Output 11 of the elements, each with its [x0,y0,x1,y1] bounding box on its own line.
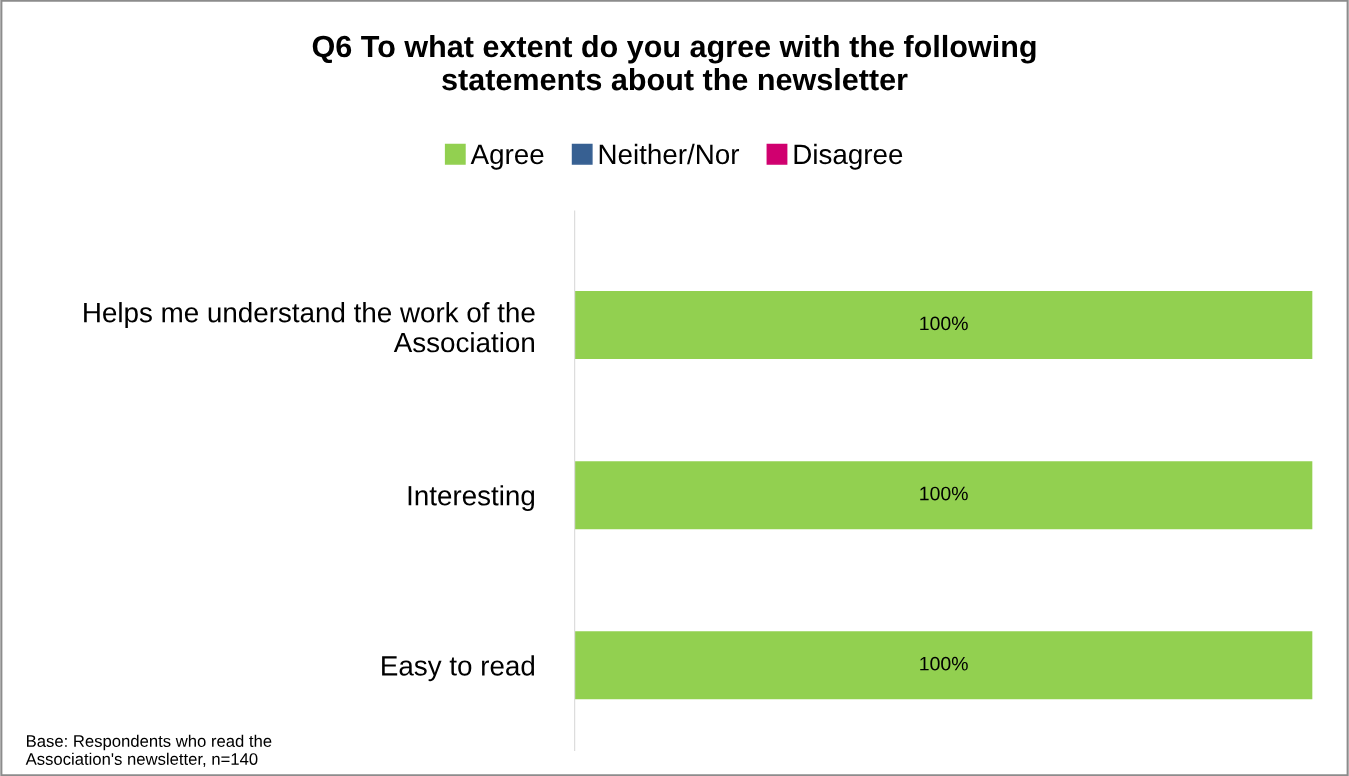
y-tick-label: Interesting [408,485,535,512]
data-label: 100% [920,316,968,331]
legend-label: Neither/Nor [599,143,740,165]
legend-label: Disagree [794,143,903,170]
chart-title: Q6 To what extent do you agree with the following statements about the newsletter [312,34,1036,91]
legend-label: Agree [470,144,544,170]
y-tick-label: Helps me understand the work of the Association [84,302,535,353]
y-tick-label: Easy to read [382,655,535,682]
text: Base: Respondents who read the Association's newsletter, n=140 [25,734,272,767]
data-label: 100% [920,486,968,501]
data-label: 100% [920,656,968,671]
